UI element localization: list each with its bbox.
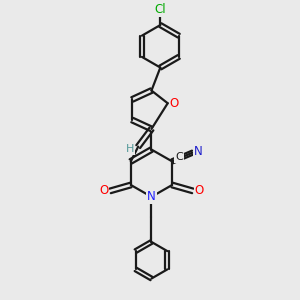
Text: O: O [99, 184, 108, 197]
Text: H: H [126, 144, 134, 154]
Text: O: O [195, 184, 204, 197]
Text: C: C [175, 152, 183, 162]
Text: O: O [169, 97, 179, 110]
Text: N: N [147, 190, 156, 203]
Text: Cl: Cl [154, 3, 166, 16]
Text: N: N [194, 145, 203, 158]
